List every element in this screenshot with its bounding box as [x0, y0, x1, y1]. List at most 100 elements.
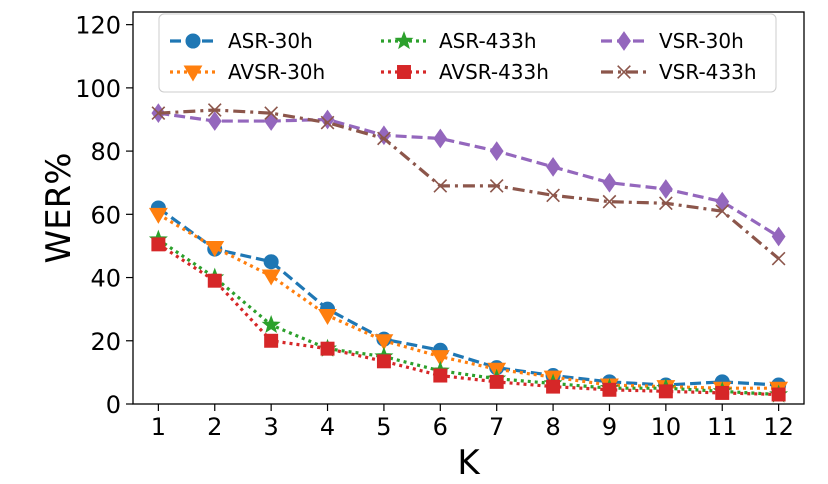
legend-item-asr-30h: ASR-30h	[170, 29, 313, 53]
legend-item-asr-433h: ASR-433h	[381, 29, 537, 53]
y-tick-label: 0	[106, 391, 121, 419]
legend-label-vsr-30h: VSR-30h	[659, 29, 744, 53]
data-point-avsr-433h	[264, 333, 279, 348]
x-marker-stroke	[320, 115, 335, 130]
y-axis-label: WER%	[39, 152, 79, 263]
legend-item-avsr-433h: AVSR-433h	[381, 60, 549, 84]
data-point-avsr-30h	[261, 269, 281, 286]
legend-label-avsr-433h: AVSR-433h	[439, 60, 549, 84]
legend-marker-asr-30h	[185, 33, 201, 49]
legend-marker-avsr-433h	[397, 65, 411, 79]
data-point-avsr-433h	[715, 385, 730, 400]
legend-label-asr-30h: ASR-30h	[228, 29, 313, 53]
data-point-asr-433h	[261, 314, 281, 334]
data-point-avsr-30h	[148, 207, 168, 224]
legend-label-vsr-433h: VSR-433h	[659, 60, 757, 84]
y-tick-label: 40	[90, 265, 121, 293]
series-vsr-433h	[151, 103, 786, 266]
legend-item-avsr-30h: AVSR-30h	[170, 60, 325, 84]
series-line-asr-30h	[157, 206, 779, 387]
x-tick-label: 8	[545, 413, 560, 441]
legend-marker-avsr-30h	[183, 65, 203, 82]
x-marker-stroke	[617, 65, 631, 79]
y-tick-label: 60	[90, 201, 121, 229]
legend-marker-vsr-30h	[617, 31, 631, 51]
y-tick-label: 20	[90, 328, 121, 356]
data-point-vsr-30h	[320, 109, 335, 130]
data-point-vsr-433h	[207, 103, 222, 117]
data-point-avsr-30h	[430, 350, 450, 367]
plot-frame	[132, 11, 805, 405]
x-marker-stroke	[771, 251, 786, 266]
series-avsr-433h	[151, 237, 786, 402]
data-point-vsr-433h	[715, 204, 730, 219]
data-point-avsr-30h	[374, 334, 394, 351]
x-marker-stroke	[433, 179, 448, 193]
x-marker-stroke	[715, 204, 730, 219]
x-marker-stroke	[264, 106, 279, 121]
x-marker-stroke	[546, 188, 560, 203]
data-point-vsr-433h	[320, 115, 335, 130]
data-point-vsr-30h	[433, 128, 448, 149]
data-point-vsr-30h	[771, 226, 786, 247]
x-marker-stroke	[658, 196, 673, 211]
data-point-avsr-433h	[320, 341, 335, 356]
data-point-vsr-433h	[433, 179, 448, 193]
series-line-asr-433h	[157, 238, 779, 397]
y-tick-label: 100	[75, 75, 121, 103]
x-tick-label: 12	[763, 413, 794, 441]
data-point-vsr-30h	[489, 141, 504, 161]
x-tick-label: 5	[376, 413, 391, 441]
data-point-avsr-433h	[376, 354, 391, 369]
legend-label-avsr-30h: AVSR-30h	[228, 60, 325, 84]
y-tick-label: 120	[75, 12, 121, 40]
legend-box	[158, 13, 777, 93]
series-line-vsr-30h	[158, 111, 780, 238]
x-marker-stroke	[207, 103, 222, 117]
data-point-avsr-433h	[151, 237, 166, 252]
data-point-avsr-433h	[207, 273, 222, 288]
series-line-avsr-30h	[157, 212, 779, 390]
data-point-avsr-30h	[318, 308, 337, 326]
x-tick-label: 10	[651, 413, 682, 441]
data-point-avsr-433h	[433, 368, 448, 383]
x-axis-label: K	[457, 443, 481, 483]
data-point-avsr-433h	[771, 387, 786, 402]
data-point-avsr-433h	[489, 374, 504, 389]
series-layer	[148, 103, 789, 403]
x-marker-stroke	[151, 106, 166, 121]
data-point-avsr-433h	[602, 382, 617, 397]
legend-label-asr-433h: ASR-433h	[439, 29, 537, 53]
legend-item-vsr-433h: VSR-433h	[601, 60, 757, 84]
x-marker-stroke	[602, 194, 617, 209]
data-point-vsr-433h	[489, 179, 504, 193]
x-tick-label: 11	[707, 413, 738, 441]
x-tick-label: 7	[489, 413, 504, 441]
data-point-vsr-433h	[602, 194, 617, 209]
data-point-vsr-433h	[771, 251, 786, 266]
legend: ASR-30h AVSR-30h ASR-433h AVSR-433h VSR-30h V…	[158, 13, 777, 93]
data-point-avsr-30h	[205, 241, 225, 258]
y-tick-label: 80	[90, 138, 121, 166]
x-tick-label: 3	[264, 413, 279, 441]
x-marker-stroke	[489, 179, 504, 193]
data-point-vsr-30h	[602, 172, 617, 193]
x-tick-label: 6	[433, 413, 448, 441]
series-line-vsr-433h	[158, 108, 780, 260]
legend-marker-asr-433h	[394, 31, 414, 50]
x-tick-label: 9	[602, 413, 617, 441]
data-point-vsr-433h	[546, 188, 560, 203]
legend-item-vsr-30h: VSR-30h	[601, 29, 744, 53]
x-tick-label: 1	[151, 413, 166, 441]
series-line-avsr-433h	[157, 243, 779, 397]
data-point-vsr-433h	[658, 196, 673, 211]
data-point-vsr-30h	[658, 179, 673, 199]
data-point-vsr-30h	[546, 157, 560, 177]
x-marker-stroke	[377, 131, 391, 146]
data-point-vsr-30h	[207, 111, 222, 131]
x-tick-label: 2	[207, 413, 222, 441]
data-point-vsr-433h	[377, 131, 391, 146]
data-point-vsr-433h	[264, 106, 279, 121]
